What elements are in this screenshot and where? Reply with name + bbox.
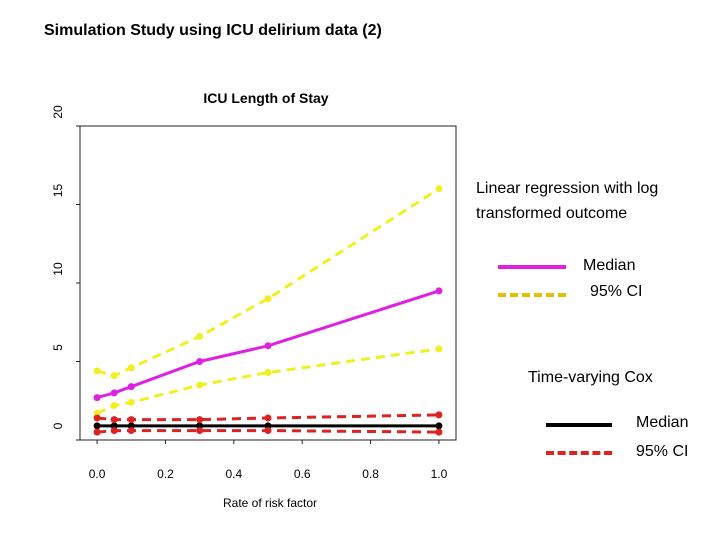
series-2-point-4 <box>264 368 272 376</box>
series-5-point-4 <box>264 427 272 435</box>
series-line-5 <box>96 429 439 434</box>
series-5-point-5 <box>435 428 443 436</box>
series-3-point-0 <box>93 422 101 430</box>
series-1-point-3 <box>196 332 204 340</box>
legend-group-1-title-line-1: Linear regression with log <box>476 180 659 197</box>
y-tick-label-4: 20 <box>51 105 65 119</box>
series-4-point-4 <box>264 414 272 422</box>
x-tick-label-2: 0.4 <box>225 467 242 481</box>
legend-label-lr-median: Median <box>583 257 636 274</box>
legend-group-1-title: Linear regression with log transformed o… <box>476 176 658 226</box>
series-line-4 <box>96 413 439 422</box>
series-1-point-1 <box>110 372 118 380</box>
series-0-point-3 <box>196 358 204 365</box>
series-1-point-5 <box>435 185 443 193</box>
series-1-point-2 <box>127 364 135 372</box>
x-tick-label-1: 0.2 <box>157 467 174 481</box>
plot-frame <box>79 125 457 441</box>
y-tick-label-0: 0 <box>51 422 65 429</box>
chart-title: ICU Length of Stay <box>203 90 328 106</box>
series-0-point-5 <box>435 287 443 295</box>
x-tick-label-3: 0.6 <box>294 467 311 481</box>
y-tick-label-2: 10 <box>51 262 65 276</box>
series-5-point-1 <box>110 427 118 435</box>
series-4-point-2 <box>127 416 135 424</box>
series-5-point-3 <box>196 427 204 435</box>
legend-label-cox-ci: 95% CI <box>636 443 689 460</box>
series-5-point-0 <box>93 428 101 436</box>
legend-swatch-lr-ci <box>498 293 566 297</box>
series-0-point-2 <box>127 383 135 391</box>
legend-label-lr-ci: 95% CI <box>590 283 643 300</box>
legend-group-1-title-line-2: transformed outcome <box>476 205 628 222</box>
series-1-point-4 <box>264 295 272 303</box>
x-tick-label-4: 0.8 <box>362 467 379 481</box>
series-3-point-5 <box>435 422 443 430</box>
legend-group-2-title: Time-varying Cox <box>528 369 653 386</box>
legend-swatch-lr-median <box>498 265 566 269</box>
series-0-point-4 <box>264 342 272 350</box>
series-5-point-2 <box>127 427 135 435</box>
series-4-point-1 <box>110 416 118 424</box>
series-2-point-1 <box>110 401 118 409</box>
series-4-point-0 <box>93 414 101 422</box>
series-1-point-0 <box>93 367 101 375</box>
slide-title: Simulation Study using ICU delirium data… <box>44 22 382 39</box>
y-tick-label-3: 15 <box>51 184 65 198</box>
x-axis-label: Rate of risk factor <box>223 496 317 510</box>
series-0-point-1 <box>110 389 118 397</box>
x-tick-label-5: 1.0 <box>431 467 448 481</box>
series-4-point-3 <box>196 416 204 424</box>
y-tick-label-1: 5 <box>51 344 65 351</box>
series-0-point-0 <box>93 394 101 402</box>
legend-swatch-cox-median <box>546 423 612 427</box>
series-4-point-5 <box>435 411 443 419</box>
legend-label-cox-median: Median <box>636 414 689 431</box>
legend-swatch-cox-ci <box>546 451 612 455</box>
x-tick-label-0: 0.0 <box>89 467 106 481</box>
series-2-point-3 <box>196 381 204 389</box>
series-2-point-2 <box>127 398 135 406</box>
series-2-point-5 <box>435 345 443 353</box>
